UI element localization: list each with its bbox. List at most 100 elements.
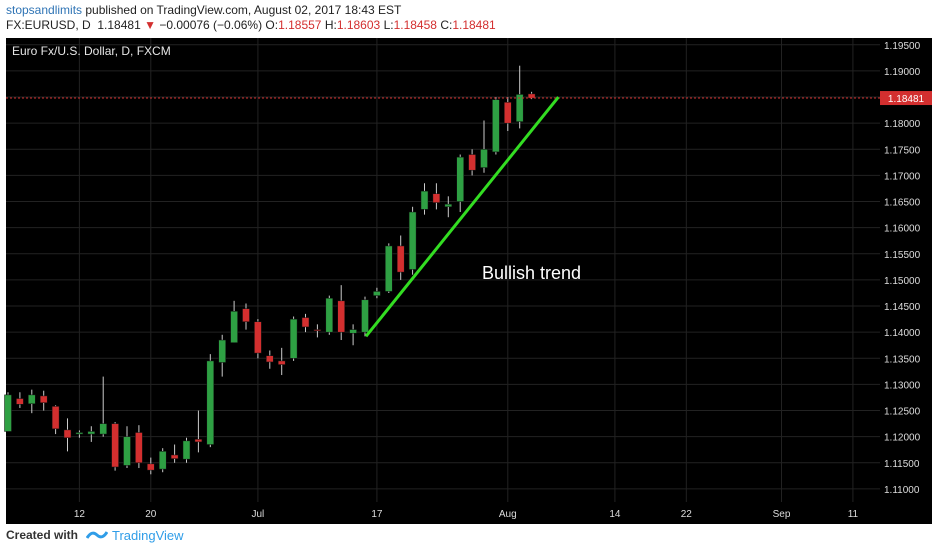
y-tick-label: 1.12000 <box>884 433 921 444</box>
y-tick-label: 1.15500 <box>884 250 921 261</box>
candle <box>230 300 238 343</box>
candle-body <box>325 297 334 333</box>
candle <box>111 422 119 471</box>
candle <box>16 392 24 408</box>
candle-body <box>361 299 369 333</box>
published-text: published on TradingView.com, August 02,… <box>85 3 402 17</box>
candle <box>432 183 441 210</box>
candle <box>504 97 512 132</box>
candle <box>28 389 36 414</box>
candle <box>194 410 203 453</box>
candle <box>420 183 429 215</box>
candle-body <box>504 102 512 124</box>
tradingview-logo-icon <box>86 531 109 539</box>
chart-title: Euro Fx/U.S. Dollar, D, FXCM <box>12 44 171 58</box>
candle-body <box>51 406 60 430</box>
candles <box>4 65 536 475</box>
candle <box>87 426 96 442</box>
candle-body <box>277 360 286 365</box>
candle-body <box>218 339 226 363</box>
footer: Created with TradingView <box>6 524 184 546</box>
candle-body <box>16 398 24 405</box>
candle <box>349 324 357 346</box>
candle <box>99 376 107 437</box>
candle-body <box>182 440 191 460</box>
candle <box>63 418 72 452</box>
candle-body <box>63 429 72 438</box>
x-tick-label: 14 <box>609 509 621 520</box>
last-price: 1.18481 <box>97 18 141 32</box>
candle-body <box>444 203 453 208</box>
y-tick-label: 1.17500 <box>884 145 921 156</box>
candle-body <box>206 360 215 445</box>
x-tick-label: 20 <box>145 509 157 520</box>
candle <box>325 295 334 335</box>
y-tick-label: 1.16500 <box>884 198 921 209</box>
created-with-label: Created with <box>6 528 79 542</box>
candle <box>242 303 250 330</box>
candle <box>75 430 84 438</box>
candle-body <box>456 156 464 202</box>
y-tick-label: 1.13000 <box>884 380 921 391</box>
symbol-label: FX:EURUSD, D <box>6 18 91 32</box>
x-tick-label: 11 <box>848 509 859 520</box>
candle <box>301 313 310 333</box>
y-tick-label: 1.18000 <box>884 119 921 130</box>
y-tick-label: 1.14500 <box>884 302 921 313</box>
author-link[interactable]: stopsandlimits <box>6 3 83 17</box>
candle <box>337 285 345 341</box>
y-tick-label: 1.11000 <box>884 485 920 496</box>
x-tick-label: Aug <box>499 509 517 520</box>
tradingview-brand[interactable]: TradingView <box>112 527 184 543</box>
svg-text:1.18481: 1.18481 <box>888 94 925 105</box>
y-tick-label: 1.16000 <box>884 224 921 235</box>
candle <box>396 235 405 280</box>
trend-line <box>364 96 560 338</box>
open-label: O: <box>265 18 279 32</box>
publish-info: stopsandlimits published on TradingView.… <box>6 3 401 17</box>
candle-body <box>301 317 310 328</box>
price-axis[interactable] <box>880 38 932 502</box>
candle <box>182 437 191 463</box>
candle <box>135 425 143 469</box>
candle-body <box>349 329 357 334</box>
open-value: 1.18557 <box>278 18 322 32</box>
candlestick-chart[interactable]: 1.195001.190001.185001.180001.175001.170… <box>0 36 932 524</box>
candle-body <box>242 308 250 322</box>
candle-body <box>373 291 381 296</box>
candle-body <box>515 94 524 122</box>
candle <box>206 354 215 448</box>
candle-body <box>123 436 131 466</box>
x-tick-label: 22 <box>681 509 693 520</box>
grid <box>6 38 880 502</box>
candle <box>39 390 48 411</box>
candle <box>4 392 12 432</box>
candle-body <box>337 300 345 333</box>
candle-body <box>99 423 107 435</box>
candle <box>444 196 453 218</box>
time-axis[interactable] <box>6 502 932 524</box>
x-tick-label: Sep <box>773 509 791 520</box>
candle <box>408 206 417 275</box>
plot-area[interactable] <box>6 38 880 502</box>
candle-body <box>147 463 155 471</box>
candle-body <box>266 355 274 363</box>
candle <box>456 154 464 212</box>
candle <box>313 324 322 338</box>
candle <box>480 120 488 173</box>
last-price-badge: 1.18481 <box>880 91 932 106</box>
candle-body <box>492 99 500 153</box>
high-label: H: <box>324 18 337 32</box>
high-value: 1.18603 <box>336 18 381 32</box>
candle-body <box>4 394 12 432</box>
close-value: 1.18481 <box>452 18 496 32</box>
candle-body <box>420 190 429 210</box>
low-value: 1.18458 <box>393 18 437 32</box>
candle <box>147 457 155 475</box>
x-tick-label: 12 <box>74 509 86 520</box>
candle-body <box>527 93 536 99</box>
candle <box>51 405 60 435</box>
low-label: L: <box>383 18 394 32</box>
price-change: −0.00076 (−0.06%) <box>159 18 263 32</box>
candle <box>254 319 262 359</box>
